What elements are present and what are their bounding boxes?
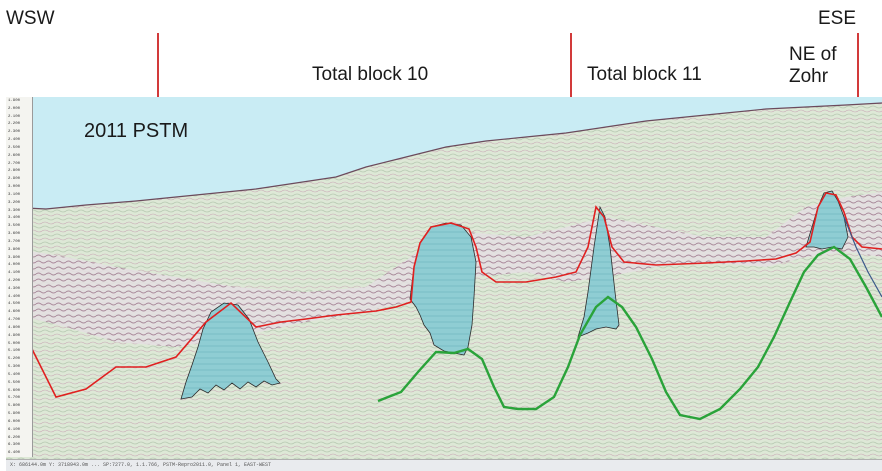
depth-tick: 3.600 [8, 232, 21, 237]
depth-tick: 3.100 [8, 192, 21, 197]
depth-tick: 6.200 [8, 435, 21, 440]
depth-tick: 5.800 [8, 404, 21, 409]
depth-tick: 4.200 [8, 279, 21, 283]
depth-tick: 5.600 [8, 388, 21, 393]
depth-axis: 1.900 2.000 2.100 2.200 2.300 2.400 2.500 2.600… [6, 97, 33, 457]
depth-tick: 2.200 [8, 122, 21, 127]
depth-tick: 6.400 [8, 451, 21, 456]
depth-tick: 4.600 [8, 310, 21, 315]
wsw-label: WSW [6, 8, 55, 29]
red-horizon [6, 192, 882, 398]
depth-tick: 2.100 [8, 114, 21, 119]
depth-tick: 3.800 [8, 247, 21, 252]
status-footer: X: 686144.0m Y: 3718943.0m ... SP:7277.0… [6, 459, 882, 471]
block-11-label: Total block 11 [587, 64, 702, 85]
depth-tick: 3.900 [8, 255, 21, 260]
depth-tick: 3.200 [8, 200, 21, 205]
depth-tick: 6.100 [8, 427, 21, 432]
depth-tick: 3.500 [8, 224, 21, 229]
depth-tick: 5.500 [8, 380, 21, 385]
depth-tick: 4.700 [8, 318, 21, 323]
depth-tick: 5.000 [8, 341, 21, 346]
seismic-section [6, 97, 882, 460]
depth-tick: 4.400 [8, 294, 21, 299]
seafloor [6, 102, 882, 210]
depth-tick: 5.700 [8, 396, 21, 401]
depth-tick: 3.700 [8, 239, 21, 244]
depth-tick: 2.600 [8, 153, 21, 158]
depth-tick: 5.200 [8, 357, 21, 362]
depth-tick: 5.100 [8, 349, 21, 354]
depth-tick: 5.900 [8, 412, 21, 417]
ese-label: ESE [818, 8, 857, 29]
depth-tick: 3.000 [8, 185, 21, 190]
depth-tick: 3.400 [8, 216, 21, 221]
depth-tick: 1.900 [8, 99, 21, 103]
depth-tick: 5.300 [8, 365, 21, 370]
depth-tick: 2.500 [8, 145, 21, 150]
block-boundary-west [157, 33, 159, 100]
depth-tick: 4.300 [8, 286, 21, 291]
depth-tick: 5.400 [8, 372, 21, 377]
depth-tick: 4.100 [8, 271, 21, 276]
ne-of-zohr-line1: NE of [789, 44, 837, 65]
depth-tick: 4.900 [8, 333, 21, 338]
survey-label: 2011 PSTM [84, 120, 189, 142]
depth-tick: 3.300 [8, 208, 21, 213]
block-boundary-middle [570, 33, 572, 97]
block-boundary-east [857, 33, 859, 102]
fault-line [843, 216, 882, 298]
depth-tick: 6.300 [8, 443, 21, 448]
carbonate-buildup-1 [180, 302, 281, 400]
depth-tick: 4.500 [8, 302, 21, 307]
depth-tick: 4.000 [8, 263, 21, 268]
ne-of-zohr-line2: Zohr [789, 66, 829, 87]
depth-tick: 2.300 [8, 130, 21, 135]
ne-of-zohr-label: NE of Zohr [789, 44, 849, 88]
depth-tick: 2.900 [8, 177, 21, 182]
green-horizon [377, 245, 882, 421]
depth-tick: 4.800 [8, 325, 21, 330]
depth-tick: 2.700 [8, 161, 21, 166]
depth-tick: 6.000 [8, 419, 21, 424]
block-10-label: Total block 10 [312, 64, 429, 85]
depth-tick: 2.800 [8, 169, 21, 174]
carbonate-buildup-3 [577, 205, 620, 338]
depth-tick: 2.000 [8, 106, 21, 111]
depth-tick: 2.400 [8, 138, 21, 143]
